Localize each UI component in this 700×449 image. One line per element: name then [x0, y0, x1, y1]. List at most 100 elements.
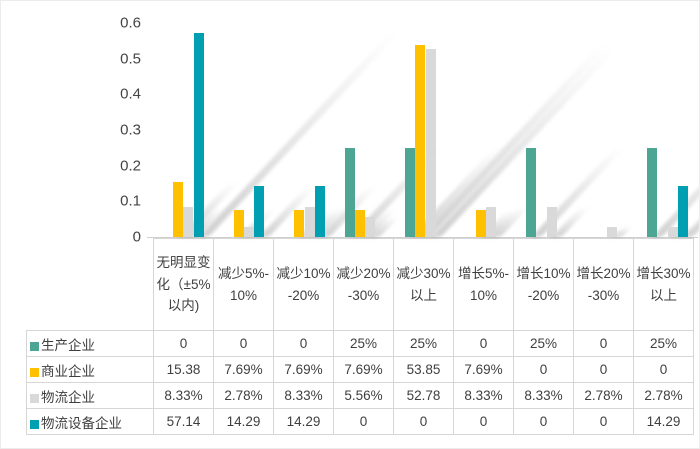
bar-series2-cat5 [415, 44, 426, 237]
table-cell: 8.33% [153, 382, 214, 409]
legend-color-swatch [30, 367, 39, 377]
legend-column-spacer [27, 239, 154, 331]
legend-color-swatch [30, 393, 39, 403]
bar-series3-cat8 [607, 227, 618, 237]
table-row: 商业企业 15.38 7.69% 7.69% 7.69% 53.85 7.69% 0 0 0 [26, 356, 694, 383]
bar-series2-cat4 [354, 209, 365, 237]
legend-item: 商业企业 [26, 356, 154, 383]
y-axis-tick-label: 0.6 [120, 14, 141, 32]
table-cell: 14.29 [633, 408, 694, 435]
x-axis-tick [147, 237, 153, 238]
bar-series3-cat1 [183, 207, 194, 237]
table-cell: 0 [513, 408, 574, 435]
table-cell: 25% [513, 330, 574, 357]
table-cell: 25% [633, 330, 694, 357]
table-cell: 2.78% [573, 382, 634, 409]
column-header: 增长30%以上 [633, 238, 694, 331]
column-header: 增长5%-10% [453, 238, 514, 331]
bar-series3-cat6 [486, 207, 497, 237]
y-axis-tick-label: 0.1 [120, 192, 141, 210]
bar-shadow [198, 33, 399, 237]
column-header: 增长20%-30% [573, 238, 634, 331]
bar-series4-cat9 [678, 186, 689, 237]
plot-area [153, 23, 699, 238]
table-cell: 52.78 [393, 382, 454, 409]
bar-shadow [652, 147, 699, 237]
bar-series3-cat3 [304, 207, 315, 237]
table-cell: 14.29 [213, 408, 274, 435]
y-axis-tick-label: 0.5 [120, 50, 141, 68]
table-cell: 0 [573, 330, 634, 357]
bar-series1-cat5 [405, 147, 416, 237]
bar-series4-cat2 [254, 186, 265, 237]
table-cell: 2.78% [633, 382, 694, 409]
table-cell: 0 [633, 356, 694, 383]
bar-series1-cat7 [526, 147, 537, 237]
table-cell: 0 [153, 330, 214, 357]
legend-label: 物流企业 [41, 389, 95, 405]
table-cell: 57.14 [153, 408, 214, 435]
column-header: 无明显变化（±5%以内) [153, 238, 214, 331]
table-cell: 7.69% [453, 356, 514, 383]
bar-series1-cat9 [647, 147, 658, 237]
bar-series3-cat4 [365, 217, 376, 237]
bar-series2-cat3 [294, 209, 305, 237]
table-cell: 0 [333, 408, 394, 435]
column-header: 减少20%-30% [333, 238, 394, 331]
bar-series1-cat4 [344, 147, 355, 237]
column-header: 减少5%-10% [213, 238, 274, 331]
y-axis-tick-label: 0.3 [120, 121, 141, 139]
table-cell: 7.69% [213, 356, 274, 383]
legend-label: 商业企业 [41, 363, 95, 379]
table-cell: 0 [513, 356, 574, 383]
bar-series3-cat5 [425, 48, 436, 237]
y-axis-tick-label: 0.4 [120, 85, 141, 103]
table-row: 物流设备企业 57.14 14.29 14.29 0 0 0 0 0 14.29 [26, 408, 694, 435]
table-cell: 8.33% [513, 382, 574, 409]
table-cell: 0 [393, 408, 454, 435]
legend-label: 生产企业 [41, 337, 95, 353]
table-header-row: 无明显变化（±5%以内) 减少5%-10% 减少10%-20% 减少20%-30% 减少… [27, 238, 694, 331]
column-header: 增长10%-20% [513, 238, 574, 331]
bar-series4-cat3 [314, 186, 325, 237]
table-row: 生产企业 0 0 0 25% 25% 0 25% 0 25% [26, 330, 694, 357]
table-cell: 8.33% [453, 382, 514, 409]
table-cell: 0 [573, 408, 634, 435]
bar-series2-cat2 [233, 209, 244, 237]
table-cell: 8.33% [273, 382, 334, 409]
legend-item: 物流设备企业 [26, 408, 154, 435]
table-cell: 0 [573, 356, 634, 383]
table-cell: 15.38 [153, 356, 214, 383]
table-cell: 0 [213, 330, 274, 357]
bar-shadow [531, 147, 625, 237]
table-cell: 0 [453, 330, 514, 357]
table-cell: 5.56% [333, 382, 394, 409]
column-header: 减少10%-20% [273, 238, 334, 331]
y-axis-tick-label: 0 [132, 228, 141, 246]
legend-label: 物流设备企业 [41, 415, 122, 431]
legend-color-swatch [30, 419, 39, 429]
bar-series4-cat1 [193, 33, 204, 237]
table-cell: 7.69% [333, 356, 394, 383]
table-cell: 53.85 [393, 356, 454, 383]
bar-series2-cat1 [173, 182, 184, 237]
column-header: 减少30%以上 [393, 238, 454, 331]
bar-series2-cat6 [475, 209, 486, 237]
table-cell: 14.29 [273, 408, 334, 435]
legend-item: 生产企业 [26, 330, 154, 357]
bar-series3-cat9 [667, 227, 678, 237]
table-cell: 2.78% [213, 382, 274, 409]
data-table: 无明显变化（±5%以内) 减少5%-10% 减少10%-20% 减少20%-30% 减少… [26, 238, 694, 435]
legend-color-swatch [30, 341, 39, 351]
bar-series3-cat2 [244, 227, 254, 237]
table-cell: 7.69% [273, 356, 334, 383]
legend-item: 物流企业 [26, 382, 154, 409]
table-row: 物流企业 8.33% 2.78% 8.33% 5.56% 52.78 8.33% 8.33% 2… [26, 382, 694, 409]
table-cell: 25% [393, 330, 454, 357]
table-cell: 0 [453, 408, 514, 435]
table-cell: 25% [333, 330, 394, 357]
y-axis-tick-label: 0.2 [120, 157, 141, 175]
table-cell: 0 [273, 330, 334, 357]
bar-series3-cat7 [546, 207, 557, 237]
